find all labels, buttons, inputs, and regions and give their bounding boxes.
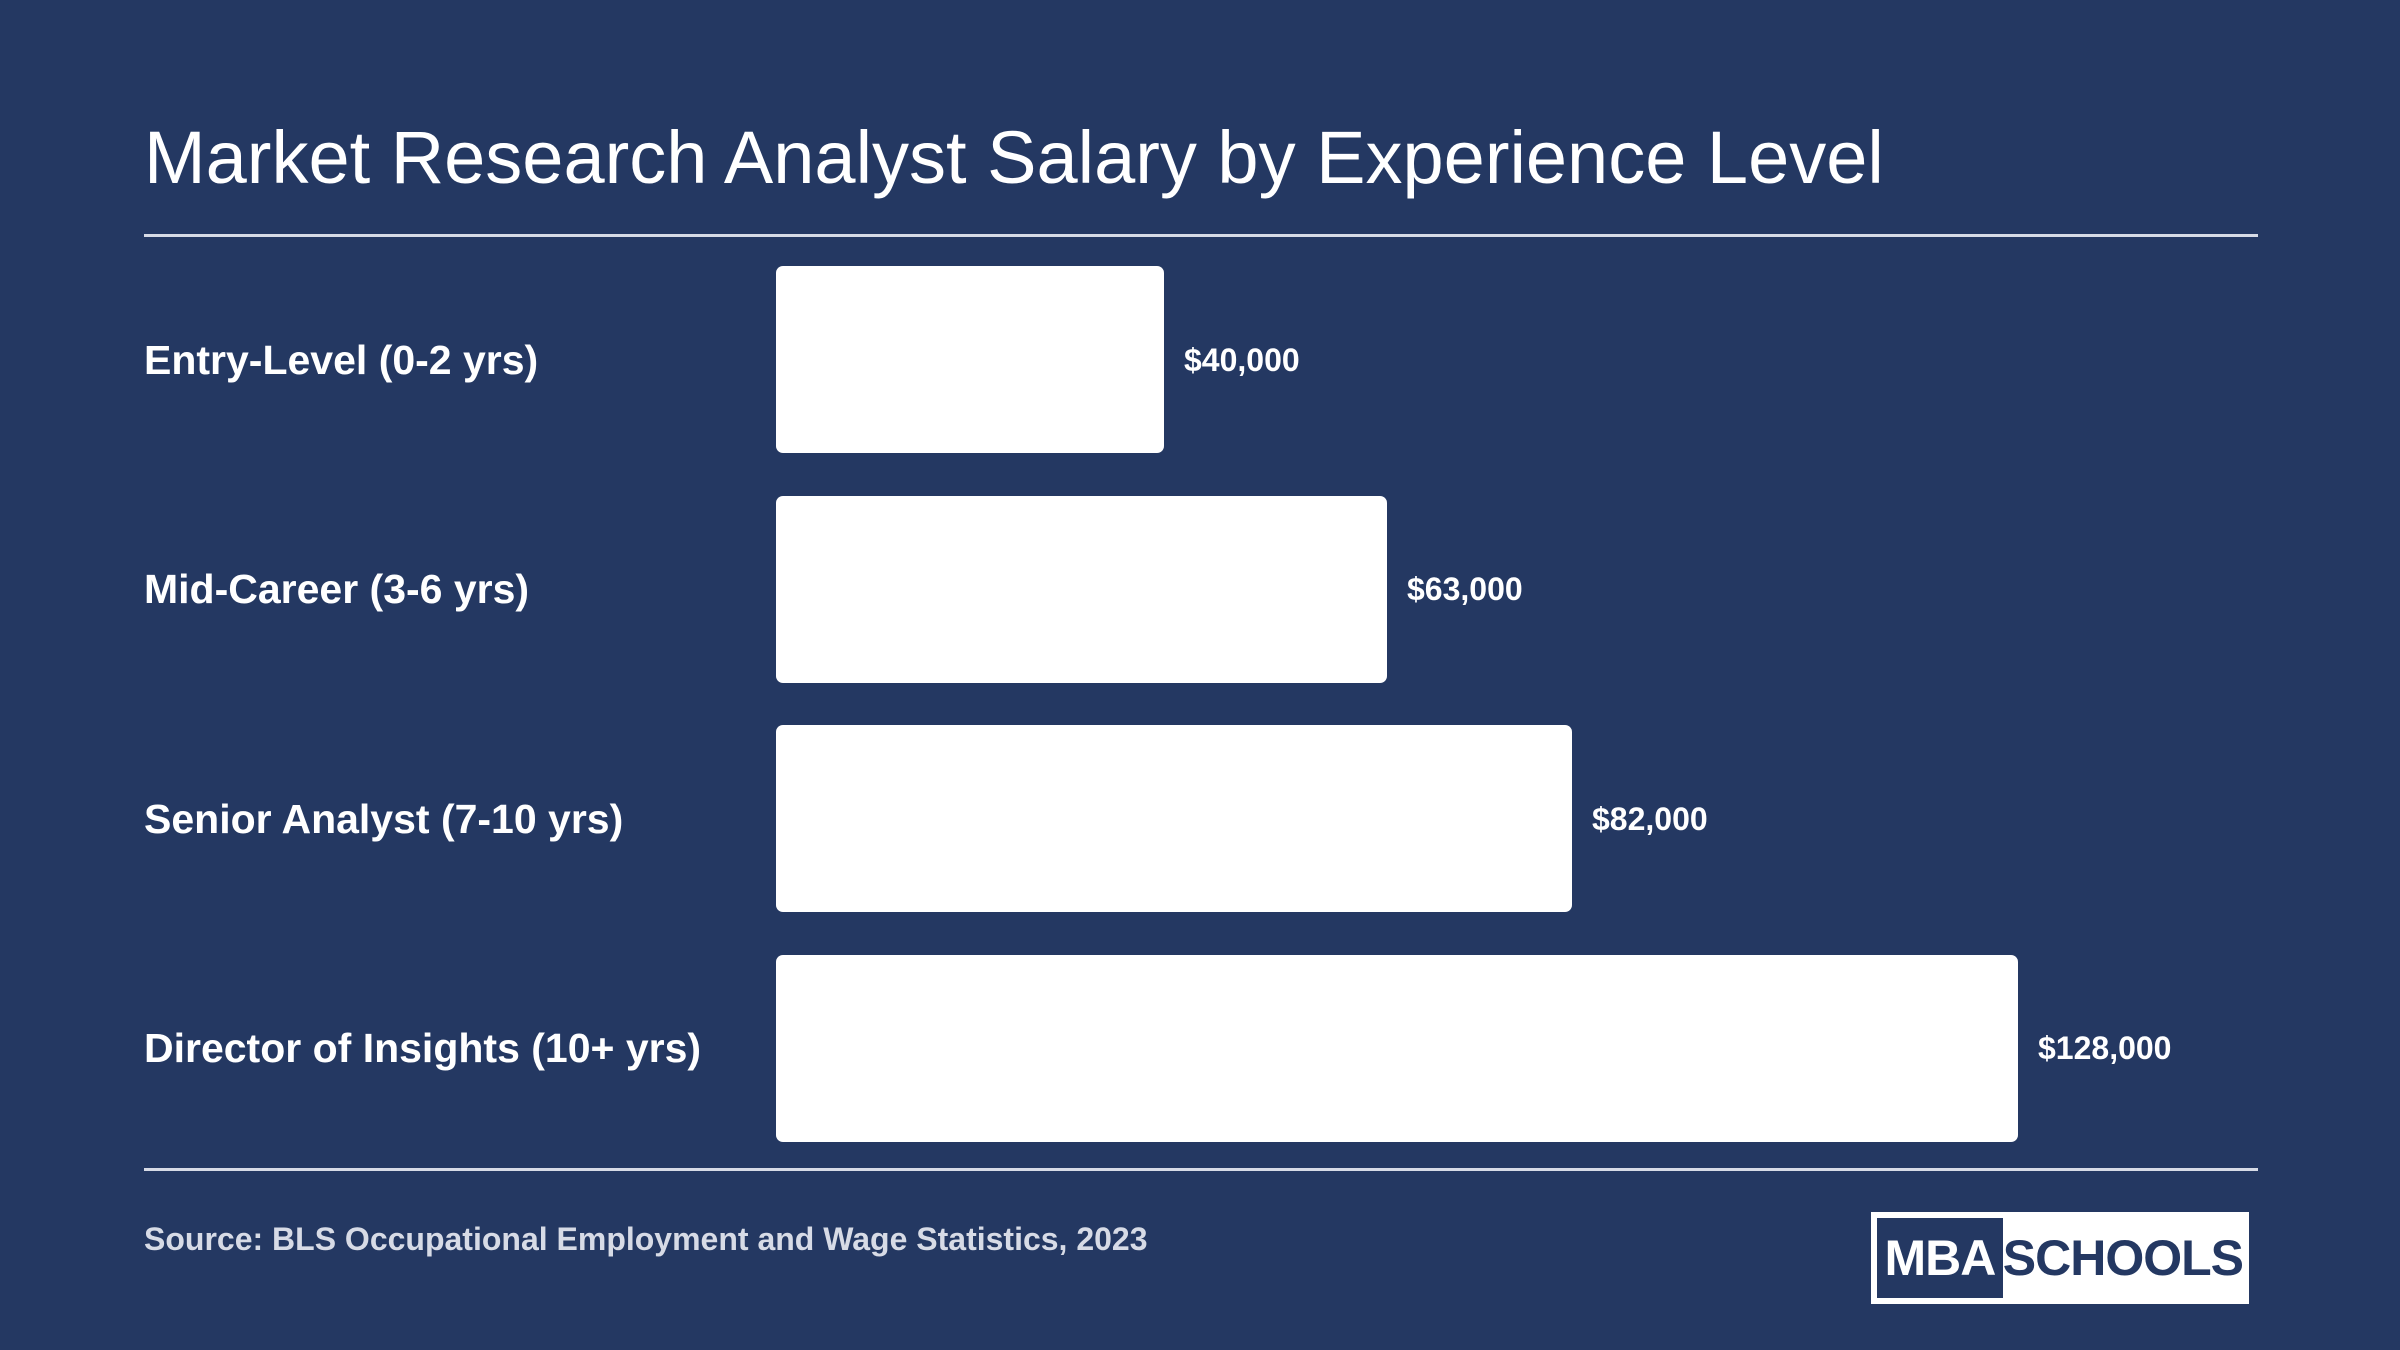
value-label: $63,000 — [1407, 571, 1523, 607]
category-label: Mid-Career (3-6 yrs) — [144, 566, 530, 612]
value-label: $128,000 — [2038, 1030, 2172, 1066]
category-label: Senior Analyst (7-10 yrs) — [144, 795, 624, 842]
top-divider — [144, 234, 2258, 237]
logo-schools-text: SCHOOLS — [2002, 1230, 2244, 1286]
bar — [776, 954, 2018, 1142]
source-note: Source: BLS Occupational Employment and … — [144, 1221, 1148, 1257]
logo-mba-text: MBA — [1877, 1218, 2003, 1298]
bottom-divider — [144, 1168, 2258, 1171]
bar — [776, 266, 1164, 453]
bar — [776, 725, 1572, 912]
value-label: $82,000 — [1592, 800, 1708, 837]
mba-schools-logo: MBA SCHOOLS — [1871, 1212, 2249, 1304]
bar — [776, 495, 1387, 683]
category-label: Entry-Level (0-2 yrs) — [144, 336, 539, 383]
category-label: Director of Insights (10+ yrs) — [144, 1025, 702, 1071]
chart-title: Market Research Analyst Salary by Experi… — [144, 116, 1884, 199]
value-label: $40,000 — [1184, 341, 1300, 378]
